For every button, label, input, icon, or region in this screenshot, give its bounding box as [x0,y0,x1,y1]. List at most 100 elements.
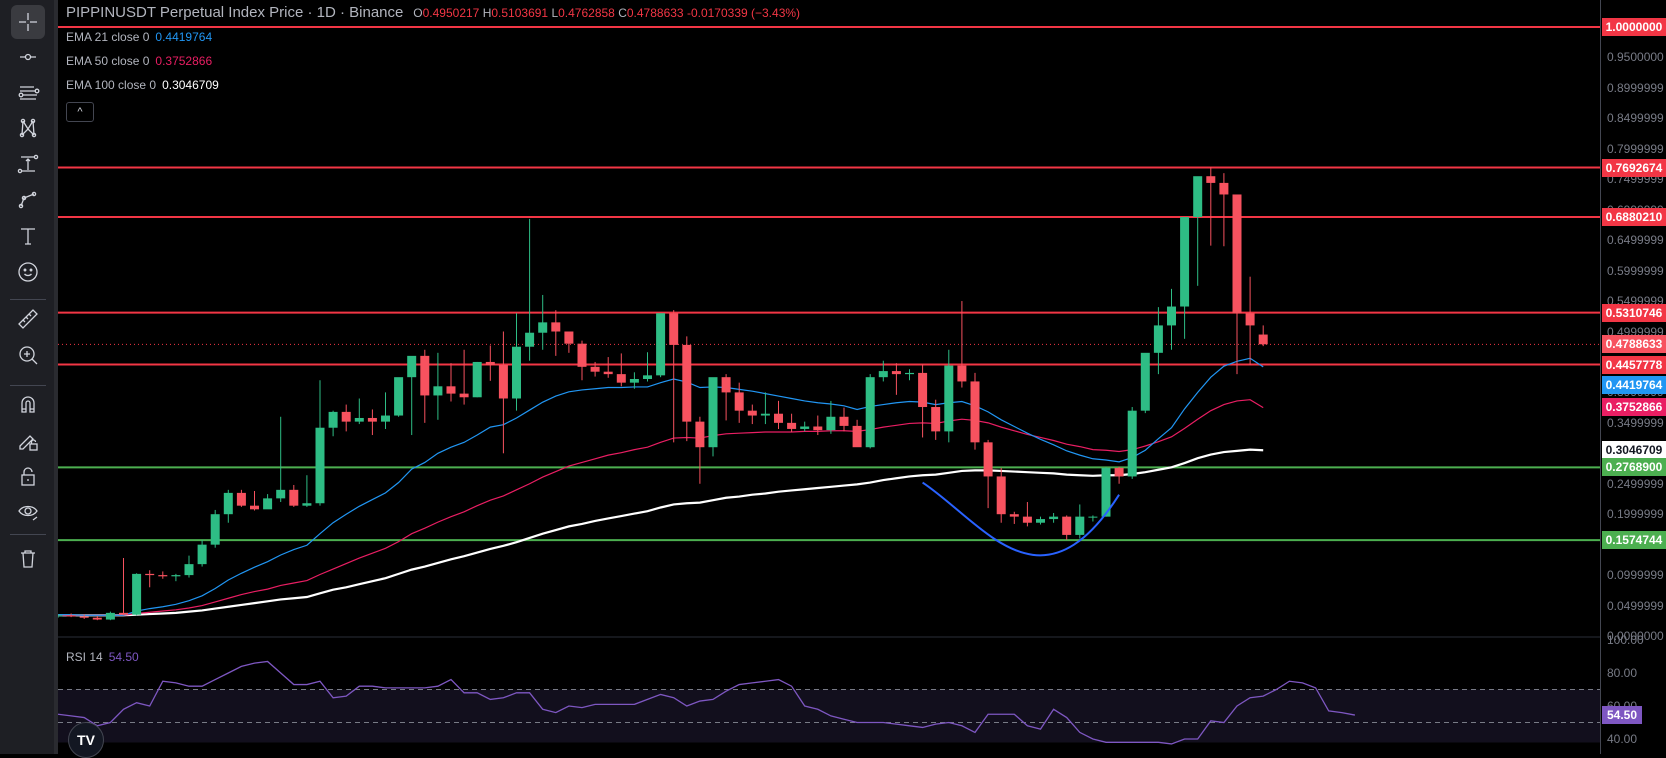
candle-body[interactable] [1022,516,1032,523]
candle-body[interactable] [485,361,495,365]
candle-body[interactable] [58,615,63,617]
candle-body[interactable] [708,377,718,448]
candle-body[interactable] [590,366,600,372]
price-axis[interactable]: 0.9500000 0.8999999 0.8499999 0.7999999 0.74… [1600,0,1666,754]
candle-body[interactable] [302,503,312,506]
candle-body[interactable] [970,381,980,443]
price-chart-canvas[interactable] [58,0,1600,754]
candle-body[interactable] [394,377,404,416]
cup-pattern-curve[interactable] [922,481,1120,557]
candle-body[interactable] [656,313,666,376]
candle-body[interactable] [1114,467,1124,477]
ema100-legend[interactable]: EMA 100 close 0 0.3046709 [66,78,219,92]
candle-body[interactable] [381,415,390,422]
candle-body[interactable] [996,476,1006,515]
candle-body[interactable] [747,410,757,416]
candle-body[interactable] [682,344,692,422]
candle-body[interactable] [119,612,128,615]
candle-body[interactable] [813,426,823,431]
candle-body[interactable] [918,372,928,408]
candle-body[interactable] [197,544,207,565]
candle-body[interactable] [223,492,233,515]
zoom-in-tool-button[interactable] [11,338,45,372]
candle-body[interactable] [878,371,888,378]
measure-projection-tool-button[interactable] [11,147,45,181]
pattern-tool-button[interactable] [11,111,45,145]
chart-area[interactable] [58,0,1600,754]
candle-body[interactable] [734,392,744,411]
candle-body[interactable] [891,371,901,375]
candle-body[interactable] [551,322,561,332]
text-tool-button[interactable] [11,219,45,253]
candle-body[interactable] [132,573,142,615]
candle-body[interactable] [774,413,783,423]
candle-body[interactable] [236,492,246,506]
candle-body[interactable] [289,489,299,506]
candle-body[interactable] [145,573,155,576]
candle-body[interactable] [538,322,548,333]
trend-line-tool-button[interactable] [11,40,45,74]
candle-body[interactable] [1219,182,1229,195]
candle-body[interactable] [1127,410,1137,477]
candle-body[interactable] [826,416,836,431]
candle-body[interactable] [79,616,89,618]
candle-body[interactable] [66,615,76,617]
lock-tool-button[interactable] [11,459,45,493]
candle-body[interactable] [171,575,181,577]
candle-body[interactable] [1049,516,1059,520]
candle-body[interactable] [341,411,351,422]
tradingview-logo[interactable]: TV [68,722,104,758]
brush-path-tool-button[interactable] [11,182,45,216]
candle-body[interactable] [1232,194,1242,314]
candle-body[interactable] [957,365,967,382]
ema50-legend[interactable]: EMA 50 close 0 0.3752866 [66,54,213,68]
candle-body[interactable] [931,407,941,432]
candle-body[interactable] [263,498,273,510]
candle-body[interactable] [1101,467,1111,517]
candle-body[interactable] [498,364,508,399]
candle-body[interactable] [616,374,626,383]
candle-body[interactable] [787,422,797,429]
magnet-tool-button[interactable] [11,387,45,421]
candle-body[interactable] [983,442,993,477]
symbol-title[interactable]: PIPPINUSDT Perpetual Index Price · 1D · … [66,4,404,21]
candle-body[interactable] [1258,334,1268,345]
crosshair-tool-button[interactable] [11,5,45,39]
candle-body[interactable] [852,425,862,448]
candle-body[interactable] [1193,176,1203,218]
candle-body[interactable] [1153,325,1163,353]
fib-retracement-tool-button[interactable] [11,76,45,110]
rsi-legend[interactable]: RSI 14 54.50 [66,650,139,664]
candle-body[interactable] [629,379,639,383]
candle-body[interactable] [1140,352,1150,411]
candle-body[interactable] [1180,217,1190,307]
candle-body[interactable] [944,365,954,432]
candle-body[interactable] [643,375,652,380]
candle-body[interactable] [865,377,875,448]
candle-body[interactable] [1009,514,1019,517]
candle-body[interactable] [525,332,535,347]
candle-body[interactable] [367,417,377,422]
candle-body[interactable] [315,427,325,504]
ema21-legend[interactable]: EMA 21 close 0 0.4419764 [66,30,213,44]
eye-tool-button[interactable] [11,494,45,528]
candle-body[interactable] [105,612,115,620]
candle-body[interactable] [276,489,286,499]
candle-body[interactable] [433,386,443,396]
candle-body[interactable] [800,426,810,429]
candle-body[interactable] [459,393,469,398]
candle-body[interactable] [1167,306,1176,326]
candle-body[interactable] [1036,519,1045,523]
candle-body[interactable] [328,411,338,428]
candle-body[interactable] [184,564,194,576]
collapse-legend-button[interactable]: ^ [66,102,94,122]
emoji-tool-button[interactable] [11,255,45,289]
candle-body[interactable] [1075,516,1085,535]
candle-body[interactable] [158,575,168,577]
candle-body[interactable] [669,313,679,345]
candle-body[interactable] [905,372,914,375]
candle-body[interactable] [1088,516,1098,518]
candle-body[interactable] [446,386,456,394]
candle-body[interactable] [472,361,482,398]
candle-body[interactable] [512,346,521,399]
